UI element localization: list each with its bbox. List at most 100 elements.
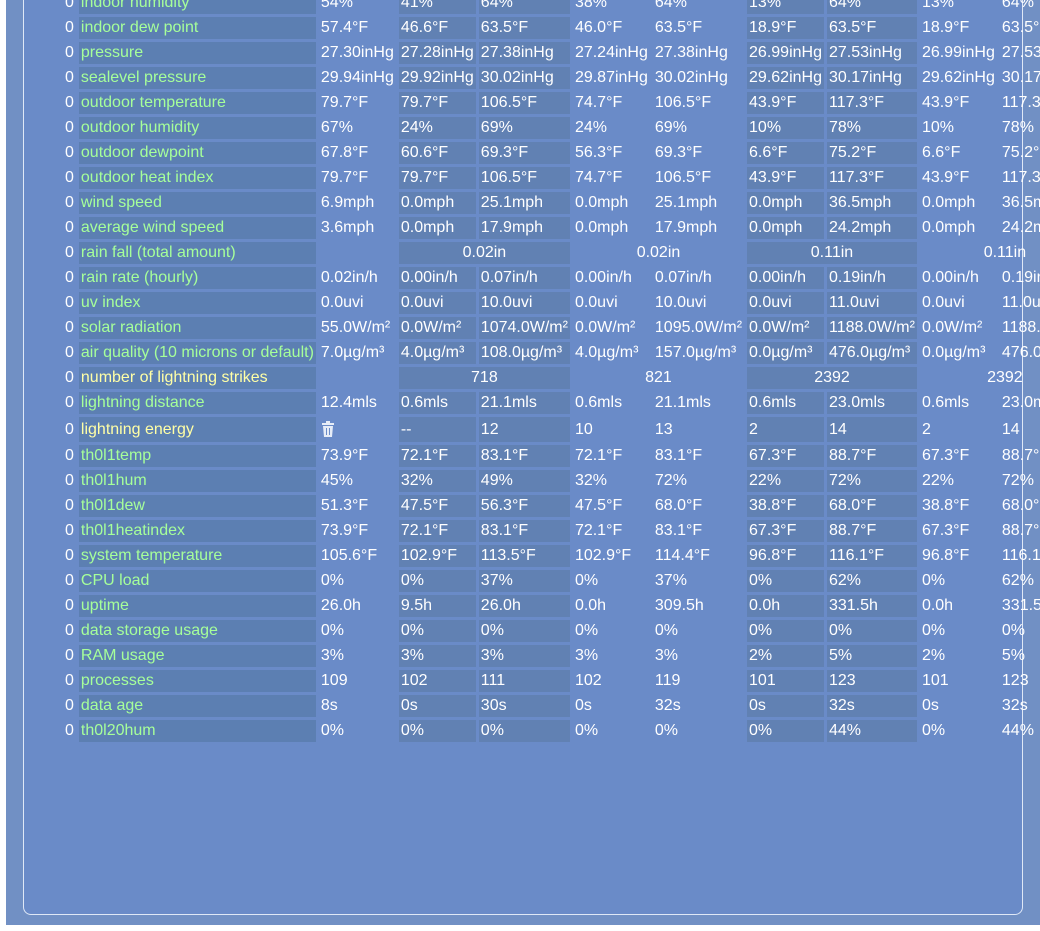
row-index: 0 <box>65 194 74 211</box>
value-cell: 23.0mls <box>826 392 917 414</box>
value-cell: 3% <box>478 645 570 667</box>
table-row: 0 rain rate (hourly) 0.02in/h 0.00in/h 0.07i… <box>63 267 1040 289</box>
row-label[interactable]: outdoor humidity <box>78 117 316 139</box>
value-cell: 27.38inHg <box>654 44 728 61</box>
value-cell: 0% <box>320 722 345 739</box>
value-cell: 29.62inHg <box>747 67 824 89</box>
row-label[interactable]: rain rate (hourly) <box>78 267 316 289</box>
row-label[interactable]: data age <box>78 695 316 717</box>
value-cell: 4.0µg/m³ <box>574 344 639 361</box>
value-cell: 5% <box>826 645 917 667</box>
row-label[interactable]: th0l1temp <box>78 445 316 467</box>
row-label[interactable]: uptime <box>78 595 316 617</box>
table-row: 0 th0l20hum 0% 0% 0% 0% 0% 0% 44% 0% 44% <box>63 720 1040 742</box>
value-cell: 75.2°F <box>826 142 917 164</box>
row-label[interactable]: wind speed <box>78 192 316 214</box>
value-cell: 0.07in/h <box>654 269 712 286</box>
row-label[interactable]: th0l1hum <box>78 470 316 492</box>
row-index: 0 <box>65 522 74 539</box>
value-cell: 64% <box>826 0 917 14</box>
value-cell: 123 <box>826 670 917 692</box>
value-cell: 0.0µg/m³ <box>921 344 986 361</box>
row-index: 0 <box>65 344 74 361</box>
value-cell: 0% <box>747 620 824 642</box>
row-label[interactable]: rain fall (total amount) <box>78 242 316 264</box>
row-label[interactable]: outdoor dewpoint <box>78 142 316 164</box>
row-label[interactable]: system temperature <box>78 545 316 567</box>
value-cell: 111 <box>478 670 570 692</box>
value-cell: 0% <box>921 722 946 739</box>
value-cell: 331.5h <box>1001 597 1040 614</box>
value-cell: 74.7°F <box>574 169 623 186</box>
value-cell: 79.7°F <box>398 92 476 114</box>
table-row: 0 lightning distance 12.4mls 0.6mls 21.1mls 0… <box>63 392 1040 414</box>
value-cell: 0.0W/m² <box>921 319 983 336</box>
row-label[interactable]: indoor dew point <box>78 17 316 39</box>
row-label[interactable]: indoor humidity <box>78 0 316 14</box>
row-label[interactable]: th0l1heatindex <box>78 520 316 542</box>
value-cell: 0.0uvi <box>747 292 824 314</box>
value-cell: 88.7°F <box>826 520 917 542</box>
row-label[interactable]: solar radiation <box>78 317 316 339</box>
table-row: 0 processes 109 102 111 102 119 101 123 101 123 <box>63 670 1040 692</box>
value-cell: 29.92inHg <box>398 67 476 89</box>
value-cell: 1188.0W/m² <box>826 317 917 339</box>
row-label[interactable]: th0l1dew <box>78 495 316 517</box>
row-label[interactable]: outdoor temperature <box>78 92 316 114</box>
value-cell: 0.0h <box>921 597 954 614</box>
value-cell: 0.19in/h <box>826 267 917 289</box>
value-cell: 79.7°F <box>320 94 369 111</box>
value-cell: 309.5h <box>654 597 704 614</box>
row-index: 0 <box>65 647 74 664</box>
row-label[interactable]: lightning distance <box>78 392 316 414</box>
value-cell: 83.1°F <box>654 447 703 464</box>
value-cell: 26.99inHg <box>747 42 824 64</box>
value-cell: 69.3°F <box>478 142 570 164</box>
merged-value-cell: 821 <box>645 369 672 386</box>
value-cell: 106.5°F <box>478 167 570 189</box>
value-cell: 62% <box>826 570 917 592</box>
value-cell: 0.0mph <box>574 194 629 211</box>
row-label[interactable]: average wind speed <box>78 217 316 239</box>
value-cell: 2 <box>747 417 824 442</box>
row-label[interactable]: sealevel pressure <box>78 67 316 89</box>
value-cell: 101 <box>921 672 949 689</box>
row-index: 0 <box>65 547 74 564</box>
value-cell: 25.1mph <box>654 194 718 211</box>
row-label[interactable]: th0l20hum <box>78 720 316 742</box>
value-cell: 30.17inHg <box>1001 69 1040 86</box>
value-cell: 9.5h <box>398 595 476 617</box>
row-label[interactable]: CPU load <box>78 570 316 592</box>
row-label[interactable]: outdoor heat index <box>78 167 316 189</box>
value-cell: 12 <box>478 417 570 442</box>
row-label[interactable]: uv index <box>78 292 316 314</box>
value-cell: 27.24inHg <box>574 44 648 61</box>
merged-value-cell: 2392 <box>987 369 1023 386</box>
table-row: 0 uv index 0.0uvi 0.0uvi 10.0uvi 0.0uvi 10.0uv… <box>63 292 1040 314</box>
value-cell: 0.6mls <box>574 394 623 411</box>
value-cell: 67% <box>320 119 353 136</box>
row-label[interactable]: number of lightning strikes <box>78 367 316 389</box>
table-row: 0 indoor humidity 54% 41% 64% 38% 64% 13% 64% 13%… <box>63 0 1040 14</box>
value-cell: 14 <box>826 417 917 442</box>
row-label[interactable]: air quality (10 microns or default) <box>78 342 316 364</box>
value-cell: 0.0mph <box>747 217 824 239</box>
table-row: 0 pressure 27.30inHg 27.28inHg 27.38inHg 27.2… <box>63 42 1040 64</box>
value-cell: 36.5mph <box>826 192 917 214</box>
row-label[interactable]: lightning energy <box>78 417 316 442</box>
table-row: 0 outdoor dewpoint 67.8°F 60.6°F 69.3°F 56.3°… <box>63 142 1040 164</box>
row-label[interactable]: processes <box>78 670 316 692</box>
row-index: 0 <box>65 572 74 589</box>
value-cell: 88.7°F <box>1001 447 1040 464</box>
row-label[interactable]: data storage usage <box>78 620 316 642</box>
value-cell: 157.0µg/m³ <box>654 344 737 361</box>
value-cell: 63.5°F <box>478 17 570 39</box>
trash-icon[interactable] <box>321 421 335 437</box>
value-cell: 38.8°F <box>921 497 970 514</box>
row-index: 0 <box>65 369 74 386</box>
row-label[interactable]: RAM usage <box>78 645 316 667</box>
value-cell: 7.0µg/m³ <box>320 344 385 361</box>
value-cell: 32% <box>398 470 476 492</box>
row-label[interactable]: pressure <box>78 42 316 64</box>
value-cell: 0% <box>478 720 570 742</box>
